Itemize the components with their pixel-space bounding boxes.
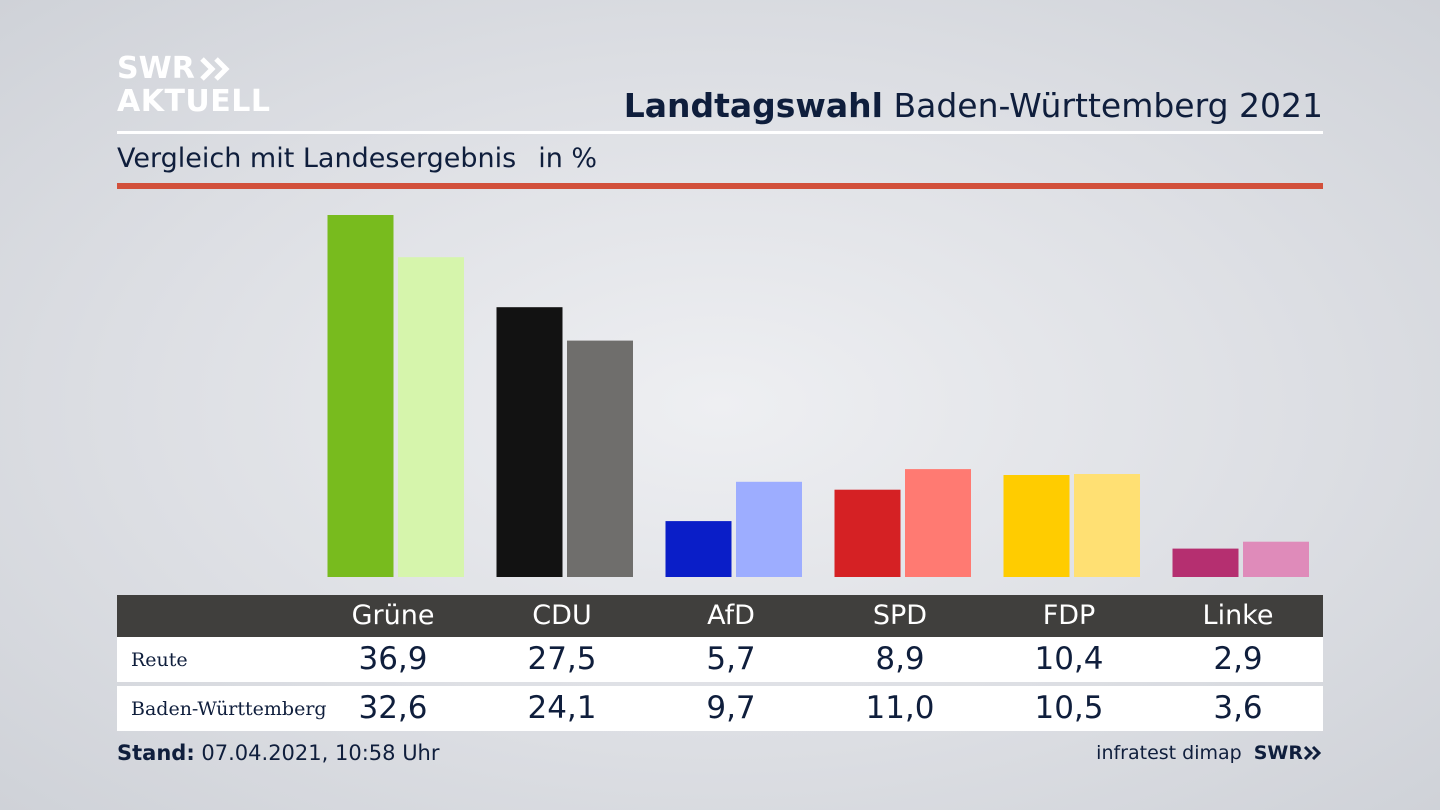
table-cell: 3,6 <box>1213 690 1263 726</box>
column-header: CDU <box>532 600 592 631</box>
stand-value: 07.04.2021, 10:58 Uhr <box>201 741 440 765</box>
results-table: Grüne CDU AfD SPD FDP Linke Reute 36,9 27,5 5,7… <box>117 595 1323 731</box>
subtitle-text: Vergleich mit Landesergebnis <box>117 143 517 174</box>
row-label: Baden-Württemberg <box>131 698 327 720</box>
bar-linke-reute <box>1172 548 1239 577</box>
swr-aktuell-logo: SWR AKTUELL <box>117 54 271 117</box>
bar-cdu-reute <box>496 307 563 577</box>
table-header: Grüne CDU AfD SPD FDP Linke <box>117 595 1323 637</box>
bar-afd-reute <box>665 521 732 577</box>
bar-spd-bw <box>905 469 971 577</box>
table-cell: 10,4 <box>1034 641 1104 677</box>
source-credit: infratest dimap SWR <box>1096 742 1323 764</box>
bar-fdp-bw <box>1074 474 1140 577</box>
column-header: SPD <box>872 600 928 631</box>
bar-fdp-reute <box>1003 475 1070 577</box>
table-row: Baden-Württemberg 32,6 24,1 9,7 11,0 10,5 3,6 <box>117 686 1323 731</box>
page-title: Landtagswahl Baden-Württemberg 2021 <box>624 86 1323 125</box>
bar-cdu-bw <box>567 340 633 577</box>
title-bold: Landtagswahl <box>623 86 883 125</box>
table-row: Reute 36,9 27,5 5,7 8,9 10,4 2,9 <box>117 637 1323 682</box>
column-header: Linke <box>1202 600 1274 631</box>
accent-divider <box>117 183 1323 189</box>
column-header: Grüne <box>351 600 435 631</box>
table-cell: 10,5 <box>1034 690 1104 726</box>
chart-subtitle: Vergleich mit Landesergebnis in % <box>117 143 597 174</box>
table-cell: 8,9 <box>875 641 925 677</box>
stand-label: Stand: <box>117 741 195 765</box>
table-cell: 5,7 <box>706 641 756 677</box>
column-header: FDP <box>1042 600 1096 631</box>
double-chevron-icon <box>200 57 230 81</box>
logo-line2: AKTUELL <box>117 84 271 119</box>
bar-grne-reute <box>327 215 394 577</box>
bar-afd-bw <box>736 481 802 577</box>
footer-brand: SWR <box>1253 742 1303 764</box>
table-cell: 36,9 <box>358 641 428 677</box>
title-divider <box>117 131 1323 134</box>
swr-footer-logo: SWR <box>1254 742 1323 764</box>
table-cell: 9,7 <box>706 690 756 726</box>
table-cell: 32,6 <box>358 690 428 726</box>
row-label: Reute <box>131 649 188 671</box>
table-cell: 2,9 <box>1213 641 1263 677</box>
double-chevron-icon <box>1303 745 1322 761</box>
subtitle-unit: in % <box>538 143 598 174</box>
table-cell: 27,5 <box>527 641 597 677</box>
logo-line1: SWR <box>117 51 195 86</box>
bar-spd-reute <box>834 489 901 577</box>
timestamp: Stand: 07.04.2021, 10:58 Uhr <box>117 741 440 765</box>
title-rest: Baden-Württemberg 2021 <box>893 86 1323 125</box>
column-header: AfD <box>707 600 755 631</box>
table-cell: 11,0 <box>865 690 935 726</box>
table-cell: 24,1 <box>527 690 597 726</box>
bar-linke-bw <box>1243 541 1309 577</box>
bar-grne-bw <box>398 257 464 577</box>
source-text: infratest dimap <box>1096 742 1242 764</box>
